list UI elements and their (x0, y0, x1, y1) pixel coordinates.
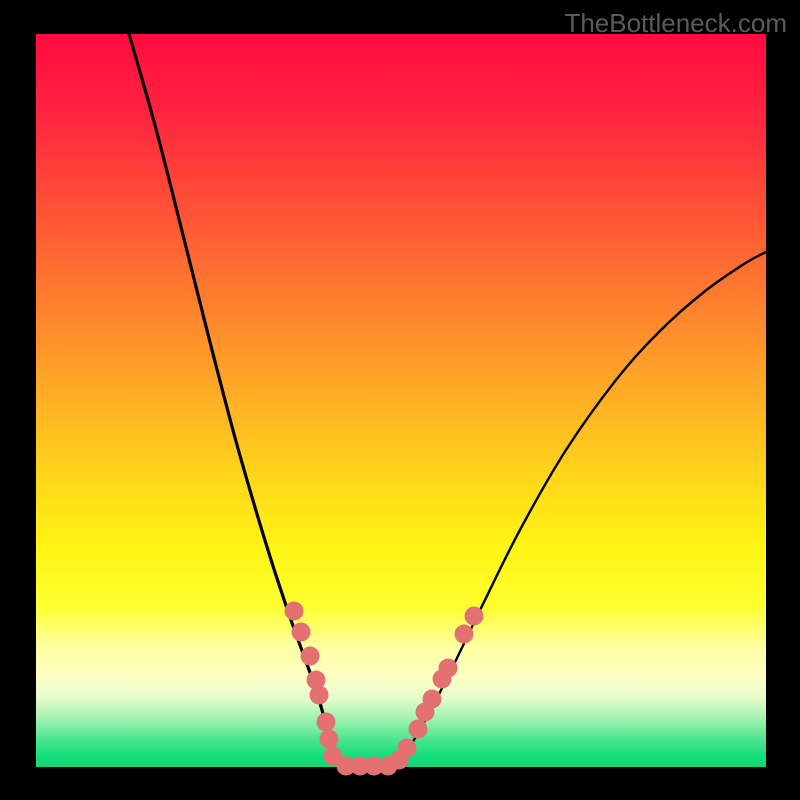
data-marker (310, 686, 329, 705)
data-marker (455, 625, 474, 644)
data-marker (285, 602, 304, 621)
data-marker (301, 647, 320, 666)
data-marker (317, 713, 336, 732)
watermark-text: TheBottleneck.com (564, 8, 787, 39)
curve-right-branch (394, 252, 766, 766)
data-marker (439, 659, 458, 678)
data-marker (398, 739, 417, 758)
data-marker (292, 623, 311, 642)
data-marker (423, 690, 442, 709)
curve-layer (36, 34, 766, 767)
plot-frame (36, 34, 766, 767)
chart-stage: TheBottleneck.com (0, 0, 800, 800)
data-marker (409, 720, 428, 739)
data-marker (465, 607, 484, 626)
data-marker (320, 730, 339, 749)
